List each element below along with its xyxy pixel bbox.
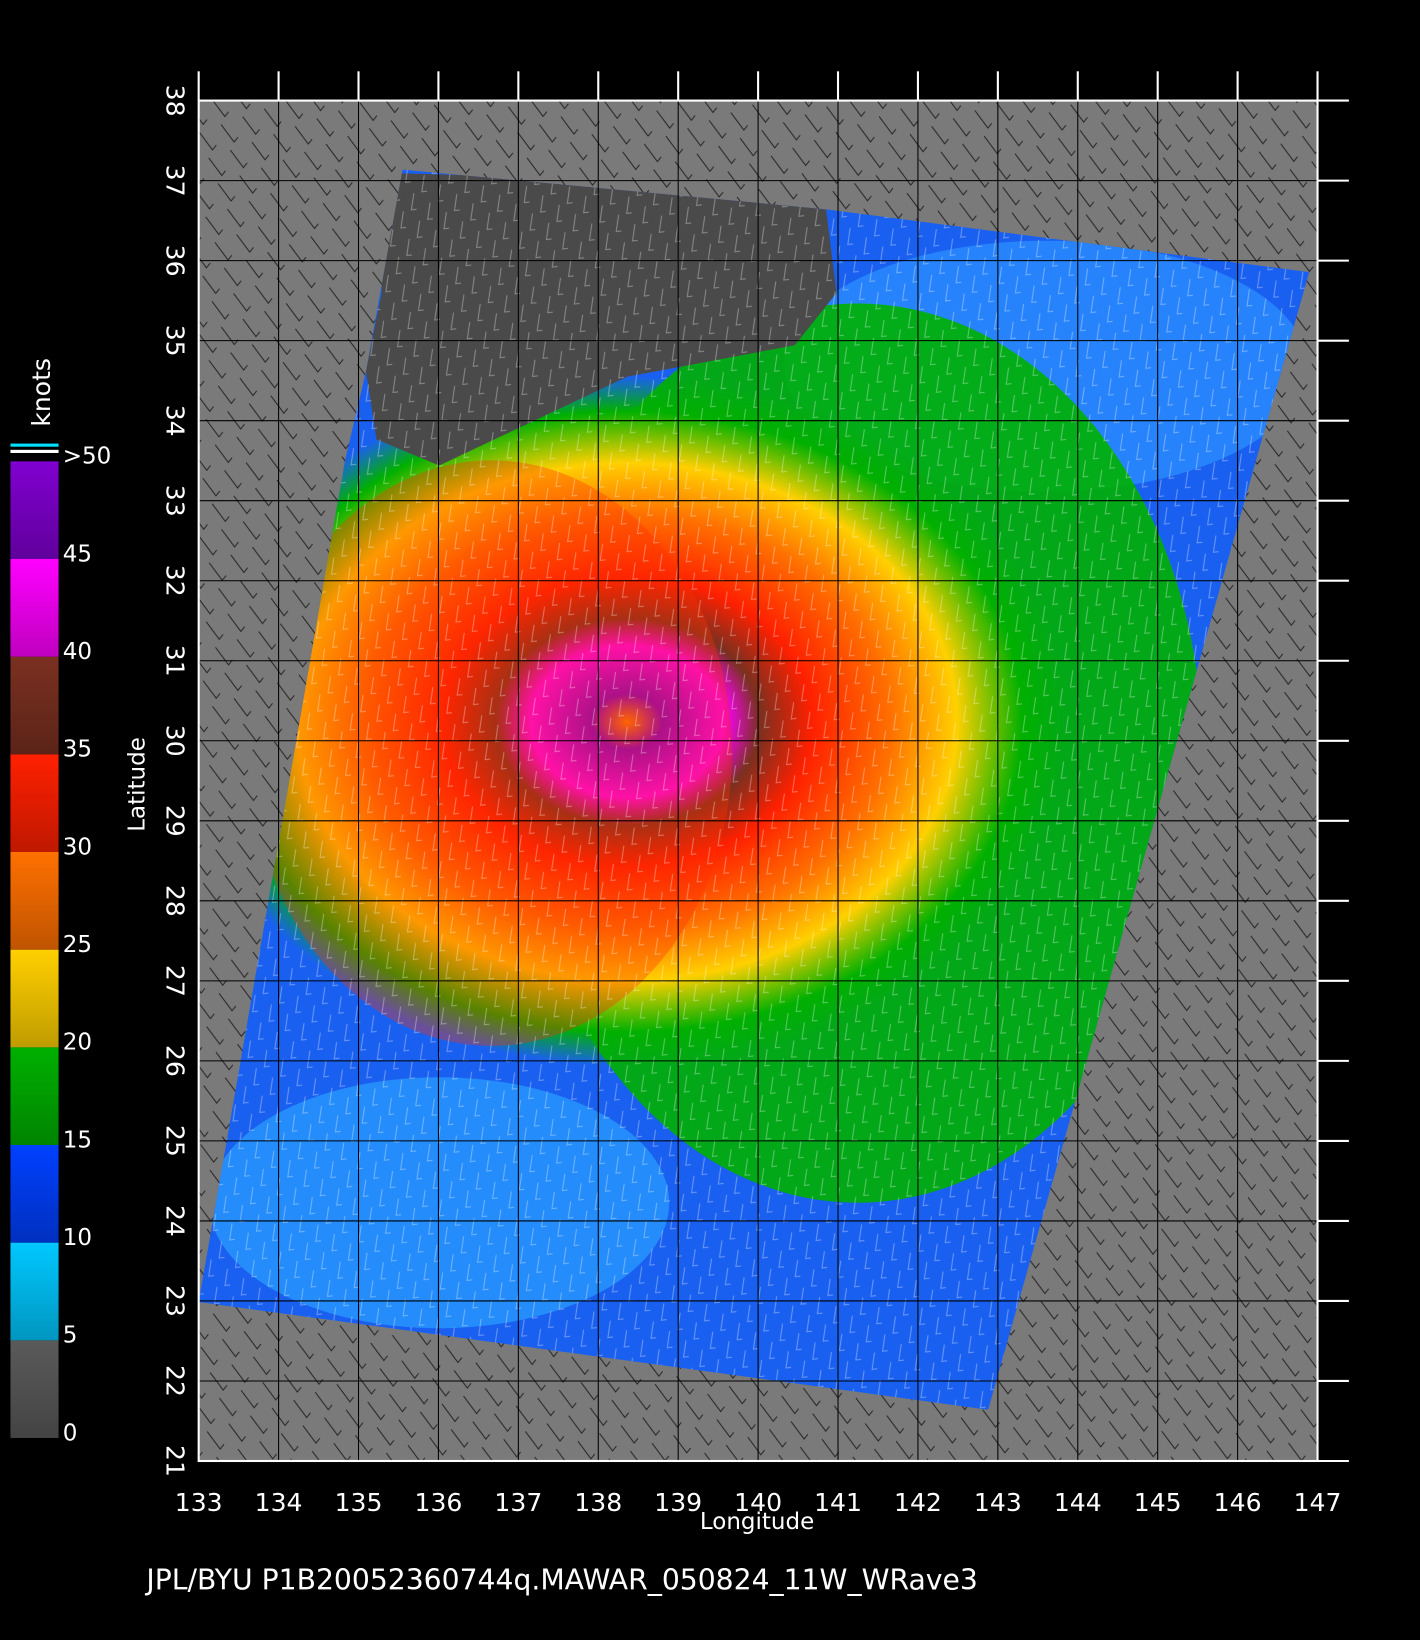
colorbar-tick-label: 45 <box>63 541 92 567</box>
colorbar-tick-label: 35 <box>63 737 92 763</box>
plot-frame <box>197 99 1319 1463</box>
x-tick-label: 136 <box>414 1488 462 1517</box>
x-tick-label: 145 <box>1134 1488 1182 1517</box>
y-tick-label: 38 <box>161 85 190 117</box>
y-tick-label: 36 <box>161 245 190 277</box>
x-tick-label: 140 <box>734 1488 782 1517</box>
y-tick-label: 30 <box>161 725 190 757</box>
x-tick-label: 138 <box>574 1488 622 1517</box>
colorbar-cap <box>10 443 59 447</box>
x-tick-label: 134 <box>255 1488 303 1517</box>
colorbar-segment <box>10 1144 59 1243</box>
colorbar-segment <box>10 559 59 657</box>
x-tick-label: 143 <box>974 1488 1022 1517</box>
y-tick-label: 29 <box>161 805 190 837</box>
y-tick-label: 32 <box>161 565 190 597</box>
y-axis-label: Latitude <box>124 737 150 832</box>
y-tick-label: 31 <box>161 645 190 677</box>
x-axis-label: Longitude <box>700 1509 814 1535</box>
x-tick-label: 135 <box>335 1488 383 1517</box>
x-tick-label: 142 <box>894 1488 942 1517</box>
colorbar-tick-label: >50 <box>63 444 112 470</box>
colorbar-segment <box>10 1047 59 1145</box>
colorbar-tick-label: 30 <box>63 834 92 860</box>
colorbar-tick-label: 20 <box>63 1030 92 1056</box>
x-tick-label: 137 <box>494 1488 542 1517</box>
colorbar-tick-label: 10 <box>63 1225 92 1251</box>
colorbar-tick-label: 40 <box>63 639 92 665</box>
y-tick-label: 25 <box>161 1125 190 1157</box>
colorbar-tick-label: 0 <box>63 1420 78 1446</box>
x-tick-label: 141 <box>814 1488 862 1517</box>
caption: JPL/BYU P1B20052360744q.MAWAR_050824_11W… <box>144 1564 977 1597</box>
y-tick-label: 27 <box>161 965 190 997</box>
colorbar-segment <box>10 949 59 1048</box>
grid <box>198 100 1319 1462</box>
colorbar-tick-label: 25 <box>63 932 92 958</box>
y-tick-label: 22 <box>161 1365 190 1397</box>
y-tick-label: 33 <box>161 485 190 517</box>
colorbar-tick-label: 5 <box>63 1323 78 1349</box>
y-tick-label: 24 <box>161 1205 190 1237</box>
colorbar-label: knots <box>27 358 56 427</box>
colorbar-segment <box>10 461 59 560</box>
colorbar-segment <box>10 1340 59 1438</box>
x-tick-label: 147 <box>1294 1488 1342 1517</box>
x-tick-label: 146 <box>1214 1488 1262 1517</box>
y-tick-label: 34 <box>161 405 190 437</box>
colorbar-cap <box>10 449 59 453</box>
colorbar-tick-label: 15 <box>63 1127 92 1153</box>
colorbar-segment <box>10 754 59 852</box>
y-tick-label: 35 <box>161 325 190 357</box>
colorbar-segment <box>10 656 59 755</box>
y-tick-label: 21 <box>161 1445 190 1477</box>
x-tick-label: 139 <box>654 1488 702 1517</box>
y-tick-label: 23 <box>161 1285 190 1317</box>
y-tick-label: 28 <box>161 885 190 917</box>
colorbar-segment <box>10 851 59 950</box>
y-tick-label: 26 <box>161 1045 190 1077</box>
colorbar-segment <box>10 1242 59 1341</box>
y-tick-label: 37 <box>161 165 190 197</box>
x-tick-label: 133 <box>175 1488 223 1517</box>
x-tick-label: 144 <box>1054 1488 1102 1517</box>
